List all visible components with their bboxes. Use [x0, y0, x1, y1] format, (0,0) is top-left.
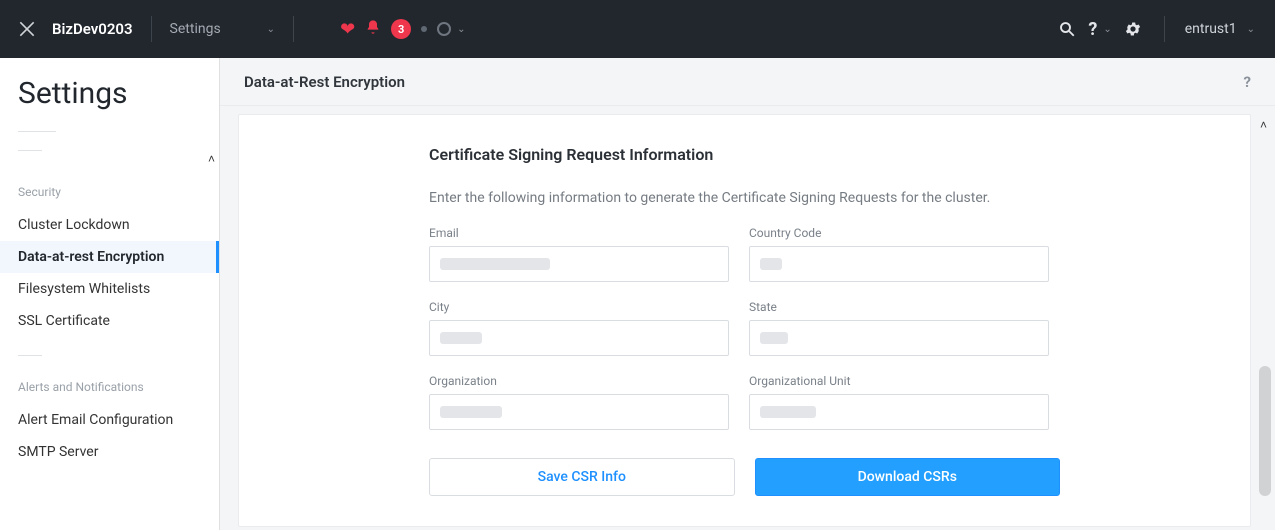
input-organization[interactable]: [429, 394, 729, 430]
brand-logo-icon: [16, 18, 38, 40]
status-dot: [421, 26, 427, 32]
chevron-down-icon: ⌄: [267, 24, 275, 35]
label-country-code: Country Code: [749, 226, 1049, 240]
input-value-placeholder: [760, 332, 788, 344]
field-country-code: Country Code: [749, 226, 1049, 282]
download-csrs-button[interactable]: Download CSRs: [755, 458, 1061, 496]
input-state[interactable]: [749, 320, 1049, 356]
input-value-placeholder: [760, 406, 816, 418]
org-name: BizDev0203: [52, 20, 133, 38]
field-organizational-unit: Organizational Unit: [749, 374, 1049, 430]
scroll-up-icon[interactable]: ˄: [208, 152, 215, 166]
chevron-down-icon: ⌄: [1247, 24, 1255, 35]
alert-count-badge[interactable]: 3: [391, 19, 411, 39]
sidebar-group-security: Security: [0, 177, 219, 209]
divider: [293, 16, 294, 42]
page-help-icon[interactable]: ?: [1244, 73, 1251, 91]
rule: [18, 355, 42, 356]
chevron-down-icon: ⌄: [457, 24, 465, 35]
sidebar-item-smtp-server[interactable]: SMTP Server: [0, 436, 219, 468]
field-city: City: [429, 300, 729, 356]
search-icon[interactable]: [1050, 20, 1084, 38]
scroll-up-icon[interactable]: ˄: [1260, 118, 1267, 132]
panel-title: Certificate Signing Request Information: [429, 145, 1060, 164]
sidebar-item-ssl-certificate[interactable]: SSL Certificate: [0, 305, 219, 337]
label-state: State: [749, 300, 1049, 314]
alert-bell-icon[interactable]: [365, 19, 381, 40]
button-row: Save CSR Info Download CSRs: [429, 458, 1060, 496]
sidebar-title: Settings: [0, 76, 219, 131]
input-value-placeholder: [760, 258, 782, 270]
csr-panel: Certificate Signing Request Information …: [238, 114, 1251, 527]
activity-icon[interactable]: ⌄: [437, 22, 465, 36]
panel-description: Enter the following information to gener…: [429, 190, 1060, 206]
field-organization: Organization: [429, 374, 729, 430]
topbar-right: ? ⌄ entrust1 ⌄: [1050, 16, 1255, 42]
username-label: entrust1: [1185, 21, 1237, 37]
sidebar-item-data-at-rest-encryption[interactable]: Data-at-rest Encryption: [0, 241, 219, 273]
rule: [18, 150, 42, 151]
help-icon: ?: [1088, 19, 1097, 40]
input-organizational-unit[interactable]: [749, 394, 1049, 430]
input-value-placeholder: [440, 406, 502, 418]
page-header: Data-at-Rest Encryption ?: [220, 58, 1275, 106]
sidebar-group-alerts: Alerts and Notifications: [0, 372, 219, 404]
help-dropdown[interactable]: ? ⌄: [1088, 19, 1111, 40]
gear-icon[interactable]: [1116, 20, 1150, 38]
csr-form: Email Country Code City: [429, 226, 1060, 430]
section-dropdown[interactable]: Settings ⌄: [170, 21, 276, 37]
scrollbar[interactable]: [1259, 366, 1271, 496]
input-value-placeholder: [440, 332, 482, 344]
input-country-code[interactable]: [749, 246, 1049, 282]
section-dropdown-label: Settings: [170, 21, 221, 37]
input-value-placeholder: [440, 258, 550, 270]
divider: [1164, 16, 1165, 42]
label-city: City: [429, 300, 729, 314]
sidebar-item-alert-email-configuration[interactable]: Alert Email Configuration: [0, 404, 219, 436]
health-heart-icon[interactable]: ❤: [340, 19, 355, 40]
label-email: Email: [429, 226, 729, 240]
user-menu[interactable]: entrust1 ⌄: [1185, 21, 1255, 37]
chevron-down-icon: ⌄: [1103, 24, 1111, 35]
status-cluster: ❤ 3 ⌄: [340, 19, 465, 40]
page-title: Data-at-Rest Encryption: [244, 73, 405, 91]
label-organization: Organization: [429, 374, 729, 388]
sidebar: Settings ˄ Security Cluster Lockdown Dat…: [0, 58, 220, 530]
input-email[interactable]: [429, 246, 729, 282]
label-organizational-unit: Organizational Unit: [749, 374, 1049, 388]
sidebar-item-filesystem-whitelists[interactable]: Filesystem Whitelists: [0, 273, 219, 305]
main: Data-at-Rest Encryption ? ˄ Certificate …: [220, 58, 1275, 530]
field-state: State: [749, 300, 1049, 356]
panel-wrap: ˄ Certificate Signing Request Informatio…: [220, 106, 1275, 530]
field-email: Email: [429, 226, 729, 282]
save-csr-info-button[interactable]: Save CSR Info: [429, 458, 735, 496]
input-city[interactable]: [429, 320, 729, 356]
sidebar-item-cluster-lockdown[interactable]: Cluster Lockdown: [0, 209, 219, 241]
divider: [151, 16, 152, 42]
rule: [18, 131, 56, 132]
topbar: BizDev0203 Settings ⌄ ❤ 3 ⌄ ? ⌄ entrust1: [0, 0, 1275, 58]
